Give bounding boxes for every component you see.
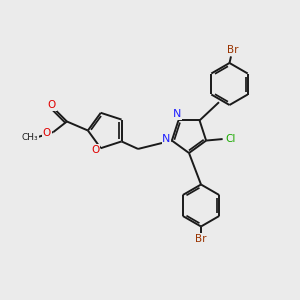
Text: N: N — [173, 110, 181, 119]
Text: Br: Br — [195, 234, 207, 244]
Text: N: N — [162, 134, 171, 144]
Text: O: O — [91, 145, 100, 155]
Text: Br: Br — [227, 45, 238, 56]
Text: O: O — [48, 100, 56, 110]
Text: Cl: Cl — [225, 134, 235, 144]
Text: CH₃: CH₃ — [22, 133, 39, 142]
Text: O: O — [43, 128, 51, 138]
